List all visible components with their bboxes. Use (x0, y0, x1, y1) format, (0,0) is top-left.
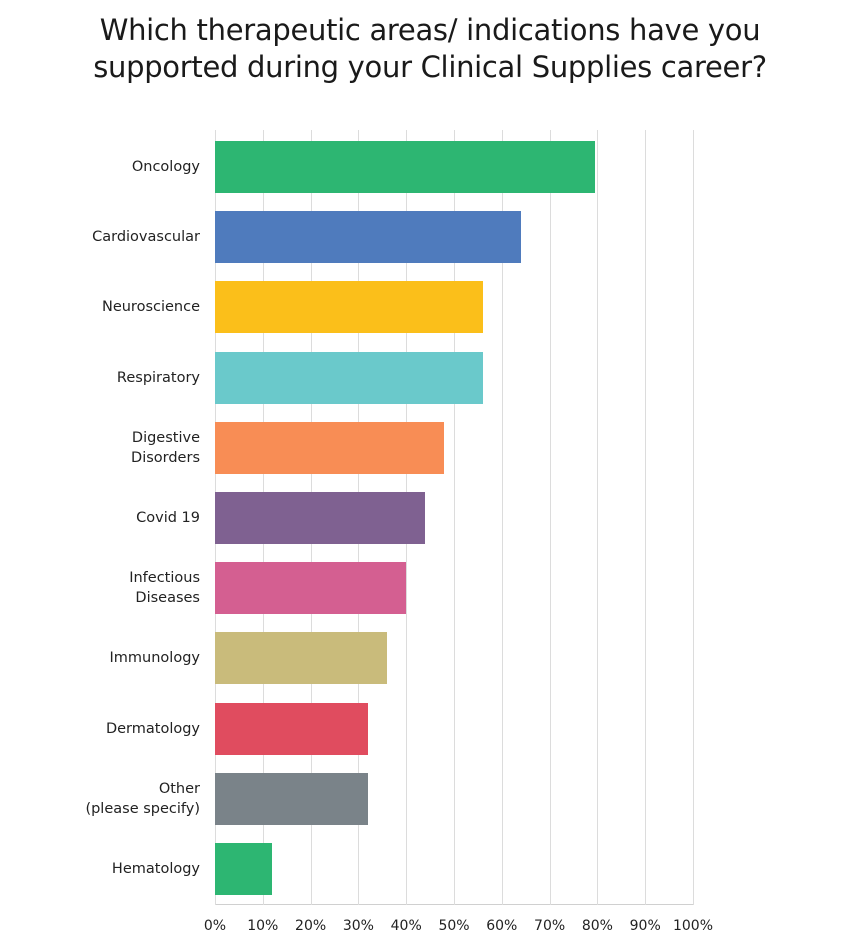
chart-title-line-1: Which therapeutic areas/ indications hav… (99, 13, 761, 47)
category-label: Cardiovascular (92, 229, 200, 246)
bar-covid-19 (215, 492, 426, 544)
category-label: Digestive Disorders (131, 429, 200, 466)
category-label: Neuroscience (101, 299, 200, 316)
bar-cardiovascular (215, 211, 521, 264)
plot-area (215, 130, 694, 905)
x-tick-label: 40% (390, 918, 422, 934)
bar-other-please-specify (215, 772, 368, 825)
bar-neuroscience (215, 281, 483, 334)
bar-immunology (215, 632, 388, 685)
gridline (549, 130, 551, 905)
chart-title-line-2: supported during your Clinical Supplies … (93, 50, 767, 84)
category-label: Immunology (109, 650, 200, 667)
category-label: Oncology (131, 159, 200, 175)
category-label: Hematology (111, 861, 200, 877)
bar-oncology (215, 141, 595, 193)
bar-digestive-disorders (215, 421, 445, 474)
chart-title: Which therapeutic areas/ indications hav… (0, 12, 860, 86)
category-label: Infectious Diseases (129, 570, 200, 607)
bar-respiratory (215, 351, 483, 404)
x-tick-label: 100% (672, 918, 714, 934)
x-tick-label: 10% (247, 918, 279, 934)
x-tick-label: 80% (581, 918, 613, 934)
gridline (645, 130, 647, 905)
category-label: Dermatology (105, 720, 200, 737)
category-label: Covid 19 (136, 510, 200, 526)
bar-hematology (215, 843, 273, 895)
category-label: Respiratory (116, 369, 200, 386)
x-tick-label: 0% (203, 918, 227, 934)
gridline (454, 130, 455, 905)
gridline (597, 130, 599, 905)
gridline (501, 130, 503, 905)
x-tick-label: 90% (629, 918, 661, 934)
x-tick-label: 50% (438, 918, 470, 934)
bar-infectious-diseases (215, 562, 407, 615)
x-tick-label: 70% (534, 918, 566, 934)
bar-dermatology (215, 702, 368, 755)
x-tick-label: 20% (295, 918, 327, 934)
x-tick-label: 30% (342, 918, 374, 934)
gridline (693, 130, 694, 905)
category-label: Other (please specify) (85, 780, 200, 817)
x-tick-label: 60% (486, 918, 518, 934)
